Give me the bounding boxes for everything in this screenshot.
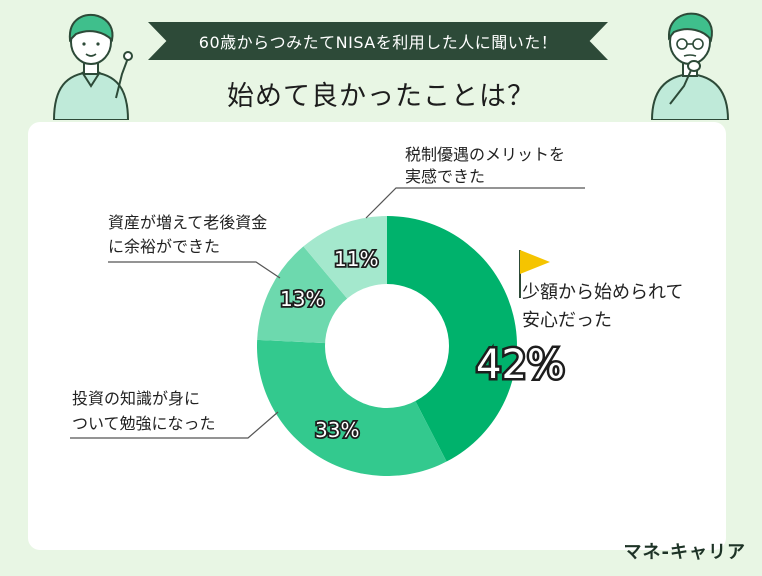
leader-line-tax: [365, 187, 585, 219]
woman-pointing-illustration: [52, 13, 133, 120]
man-thinking-illustration: [650, 12, 730, 120]
donut-hole: [325, 284, 449, 408]
page-title: 始めて良かったことは？: [227, 81, 535, 112]
header-banner: 60歳からつみたてNISAを利用した人に聞いた！: [148, 22, 608, 60]
label-knowledge-2: ついて勉強になった: [72, 414, 216, 433]
label-tax-2: 実感できた: [405, 167, 485, 186]
label-tax-1: 税制優遇のメリットを: [405, 145, 565, 164]
slice-small-start: [387, 216, 517, 462]
value-label-42: 42%: [476, 342, 565, 388]
label-assets-1: 資産が増えて老後資金: [108, 213, 267, 232]
label-smallstart-2: 安心だった: [522, 310, 612, 331]
leader-line-knowledge: [70, 411, 279, 439]
brand-logo: マネ-キャリア: [623, 542, 746, 563]
value-label-11: 11%: [334, 247, 378, 271]
label-assets-2: に余裕ができた: [108, 237, 220, 256]
value-label-33: 33%: [315, 418, 359, 442]
value-label-13: 13%: [280, 287, 324, 311]
label-smallstart-1: 少額から始められて: [522, 282, 683, 303]
flag-icon: [519, 250, 550, 298]
label-knowledge-1: 投資の知識が身に: [72, 389, 200, 408]
leader-line-assets: [108, 261, 281, 279]
